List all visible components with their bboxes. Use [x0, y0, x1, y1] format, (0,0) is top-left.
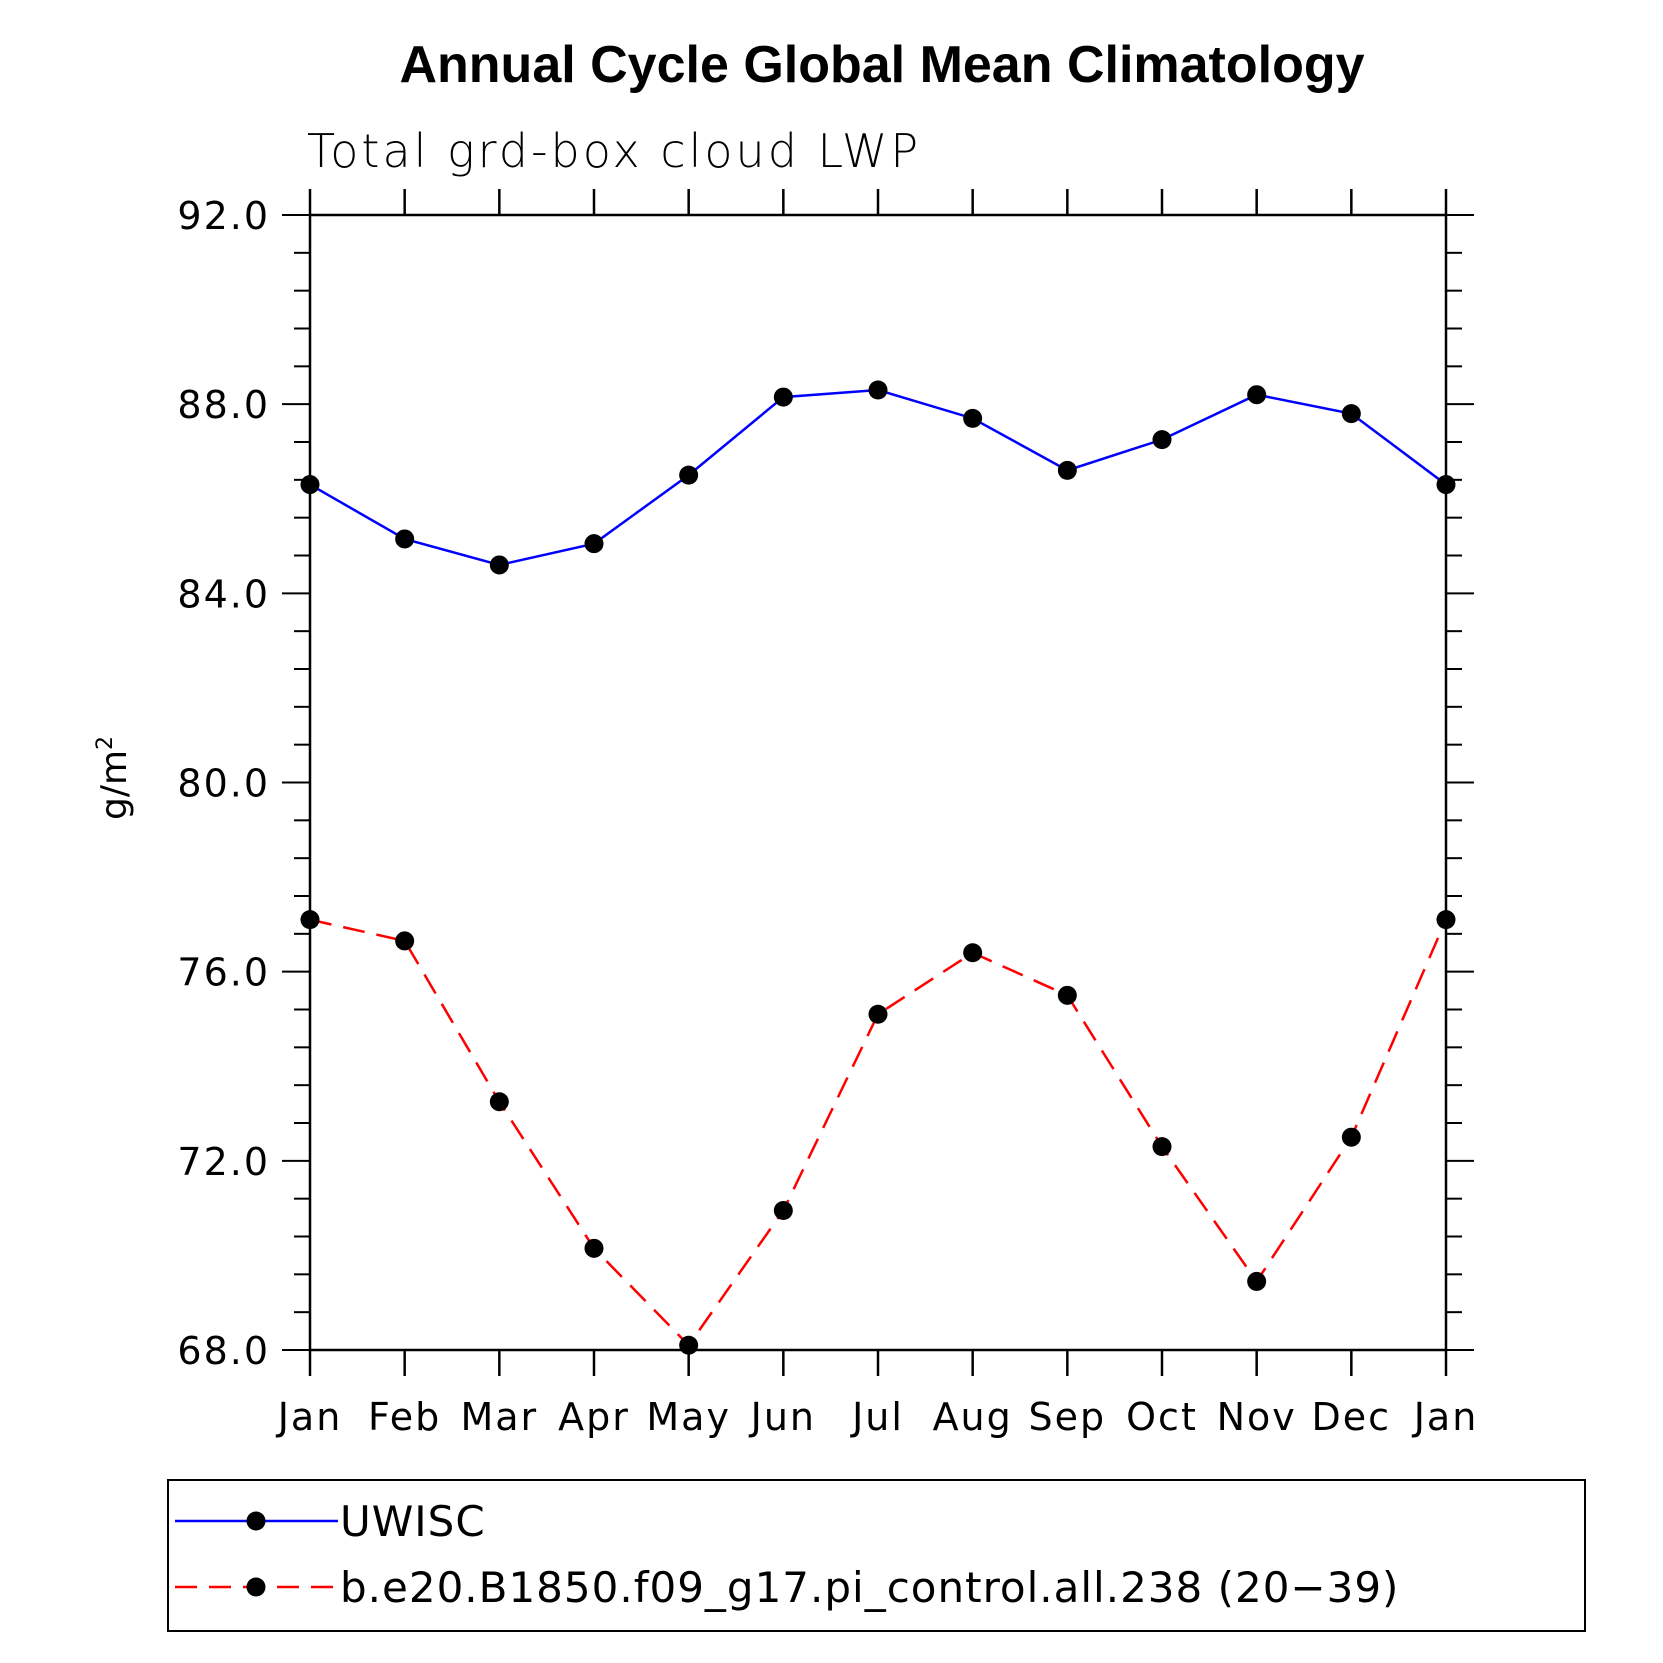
- series-0-point: [584, 534, 604, 554]
- series-1-point: [1247, 1271, 1267, 1291]
- series-1-point: [963, 943, 983, 963]
- y-tick-label: 80.0: [177, 762, 270, 806]
- series-0-point: [1247, 385, 1267, 405]
- legend-box: [167, 1479, 1586, 1632]
- series-1-point: [679, 1335, 699, 1355]
- series-1-point: [1341, 1127, 1361, 1147]
- x-tick-label: Aug: [933, 1395, 1013, 1439]
- series-0-point: [1436, 475, 1456, 495]
- legend-label-1: b.e20.B1850.f09_g17.pi_control.all.238 (…: [340, 1563, 1399, 1612]
- series-0-point: [1057, 460, 1077, 480]
- y-tick-label: 92.0: [177, 194, 270, 238]
- series-1-point: [1057, 985, 1077, 1005]
- legend-marker-1: [246, 1577, 266, 1597]
- y-tick-label: 84.0: [177, 572, 270, 616]
- x-tick-label: Jan: [1412, 1395, 1479, 1439]
- series-layer: [300, 380, 1456, 1355]
- x-tick-label: Jul: [850, 1395, 904, 1439]
- chart-subtitle: Total grd-box cloud LWP: [307, 124, 921, 178]
- series-line-1: [309, 918, 1448, 1348]
- x-tick-label: Dec: [1312, 1395, 1392, 1439]
- y-tick-labels: 68.0 72.0 76.0 80.0 84.0 88.0 92.0: [177, 194, 270, 1373]
- x-tick-label: May: [646, 1395, 731, 1439]
- x-tick-label: Feb: [368, 1395, 441, 1439]
- series-0-point: [868, 380, 888, 400]
- series-0-point: [963, 408, 983, 428]
- series-1-point: [868, 1004, 888, 1024]
- x-tick-labels: Jan Feb Mar Apr May Jun Jul Aug Sep Oct Nov Dec Jan: [276, 1395, 1479, 1439]
- series-0-point: [300, 475, 320, 495]
- y-tick-label: 76.0: [177, 951, 270, 995]
- series-1-point: [1152, 1137, 1172, 1157]
- series-1-point: [489, 1092, 509, 1112]
- series-1-point: [773, 1200, 793, 1220]
- series-0-point: [773, 387, 793, 407]
- series-0-point: [1152, 430, 1172, 450]
- x-tick-label: Mar: [460, 1395, 538, 1439]
- series-1-point: [1436, 910, 1456, 930]
- x-tick-label: Jan: [276, 1395, 343, 1439]
- y-tick-label: 68.0: [177, 1329, 270, 1373]
- y-axis-label: g/m2: [93, 736, 135, 820]
- y-tick-label: 88.0: [177, 383, 270, 427]
- series-0-point: [489, 555, 509, 575]
- legend-label-0: UWISC: [340, 1497, 486, 1546]
- legend-marker-0: [246, 1511, 266, 1531]
- legend: UWISC b.e20.B1850.f09_g17.pi_control.all.…: [167, 1479, 1586, 1632]
- x-tick-label: Oct: [1126, 1395, 1198, 1439]
- series-1-point: [395, 931, 415, 951]
- series-1-point: [300, 910, 320, 930]
- x-tick-label: Nov: [1217, 1395, 1297, 1439]
- series-0-point: [395, 529, 415, 549]
- series-line-0: [309, 388, 1447, 567]
- y-tick-label: 72.0: [177, 1140, 270, 1184]
- x-tick-label: Sep: [1029, 1395, 1107, 1439]
- series-1-point: [584, 1238, 604, 1258]
- chart-title: Annual Cycle Global Mean Climatology: [399, 36, 1364, 94]
- series-0-point: [679, 465, 699, 485]
- plot-axes: [282, 189, 1474, 1376]
- x-tick-label: Jun: [749, 1395, 816, 1439]
- series-0-point: [1341, 404, 1361, 424]
- x-tick-label: Apr: [558, 1395, 630, 1439]
